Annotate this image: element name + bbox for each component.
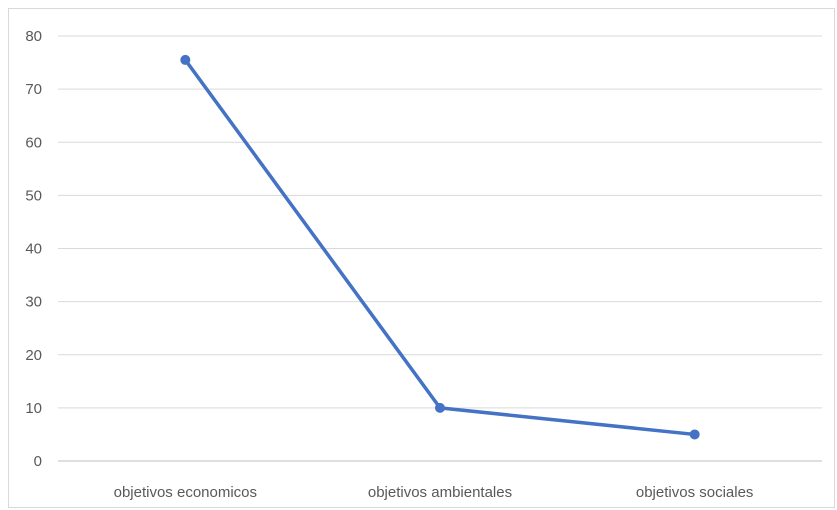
series-line (183, 58, 697, 437)
data-point (435, 402, 445, 413)
x-tick-label: objetivos ambientales (368, 484, 512, 501)
y-tick-label: 80 (25, 28, 42, 45)
x-axis-labels: objetivos economicos objetivos ambientale… (114, 484, 754, 501)
y-tick-label: 70 (25, 81, 42, 98)
y-tick-label: 40 (25, 241, 42, 258)
data-point (689, 429, 700, 440)
x-tick-label: objetivos sociales (636, 484, 754, 501)
y-axis-labels: 0 10 20 30 40 50 60 70 80 (25, 28, 42, 470)
gridlines (58, 35, 822, 409)
y-tick-label: 20 (25, 347, 42, 364)
chart-frame (8, 8, 835, 508)
x-tick-label: objetivos economicos (114, 484, 257, 501)
y-tick-label: 10 (25, 400, 42, 417)
y-tick-label: 50 (25, 187, 42, 204)
y-tick-label: 30 (25, 294, 42, 311)
series-line-layer (183, 58, 697, 437)
y-tick-label: 60 (25, 134, 42, 151)
y-tick-label: 0 (34, 453, 42, 470)
data-point (180, 54, 191, 65)
series-markers (180, 54, 700, 440)
